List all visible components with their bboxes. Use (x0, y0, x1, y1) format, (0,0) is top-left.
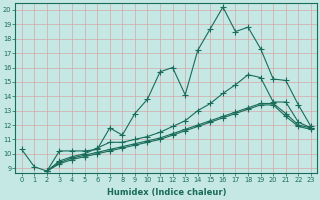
X-axis label: Humidex (Indice chaleur): Humidex (Indice chaleur) (107, 188, 226, 197)
